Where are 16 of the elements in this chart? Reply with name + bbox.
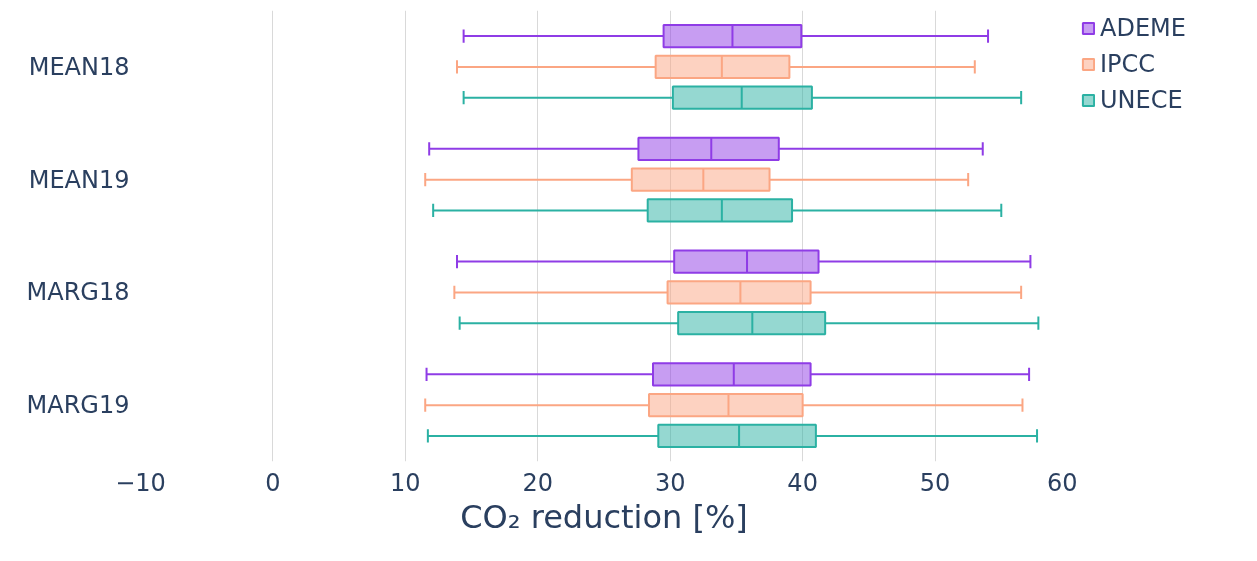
y-tick-label: MEAN18 [28, 52, 130, 81]
y-tick-label: MARG19 [26, 391, 130, 420]
x-tick-label: 60 [1046, 468, 1078, 497]
y-tick-label: MEAN19 [28, 165, 130, 194]
x-tick-label: −10 [115, 468, 166, 497]
x-tick-label: 20 [522, 468, 554, 497]
x-tick-label: 40 [787, 468, 818, 497]
legend-label: IPCC [1100, 50, 1156, 78]
x-axis-title: CO₂ reduction [%] [460, 497, 748, 536]
legend-label: ADEME [1100, 14, 1186, 42]
x-tick-label: 50 [919, 468, 951, 497]
x-tick-label: 10 [390, 468, 421, 497]
x-tick-label: 30 [654, 468, 686, 497]
legend-label: UNECE [1100, 86, 1183, 114]
y-tick-label: MARG18 [26, 278, 130, 307]
x-tick-label: 0 [265, 468, 281, 497]
